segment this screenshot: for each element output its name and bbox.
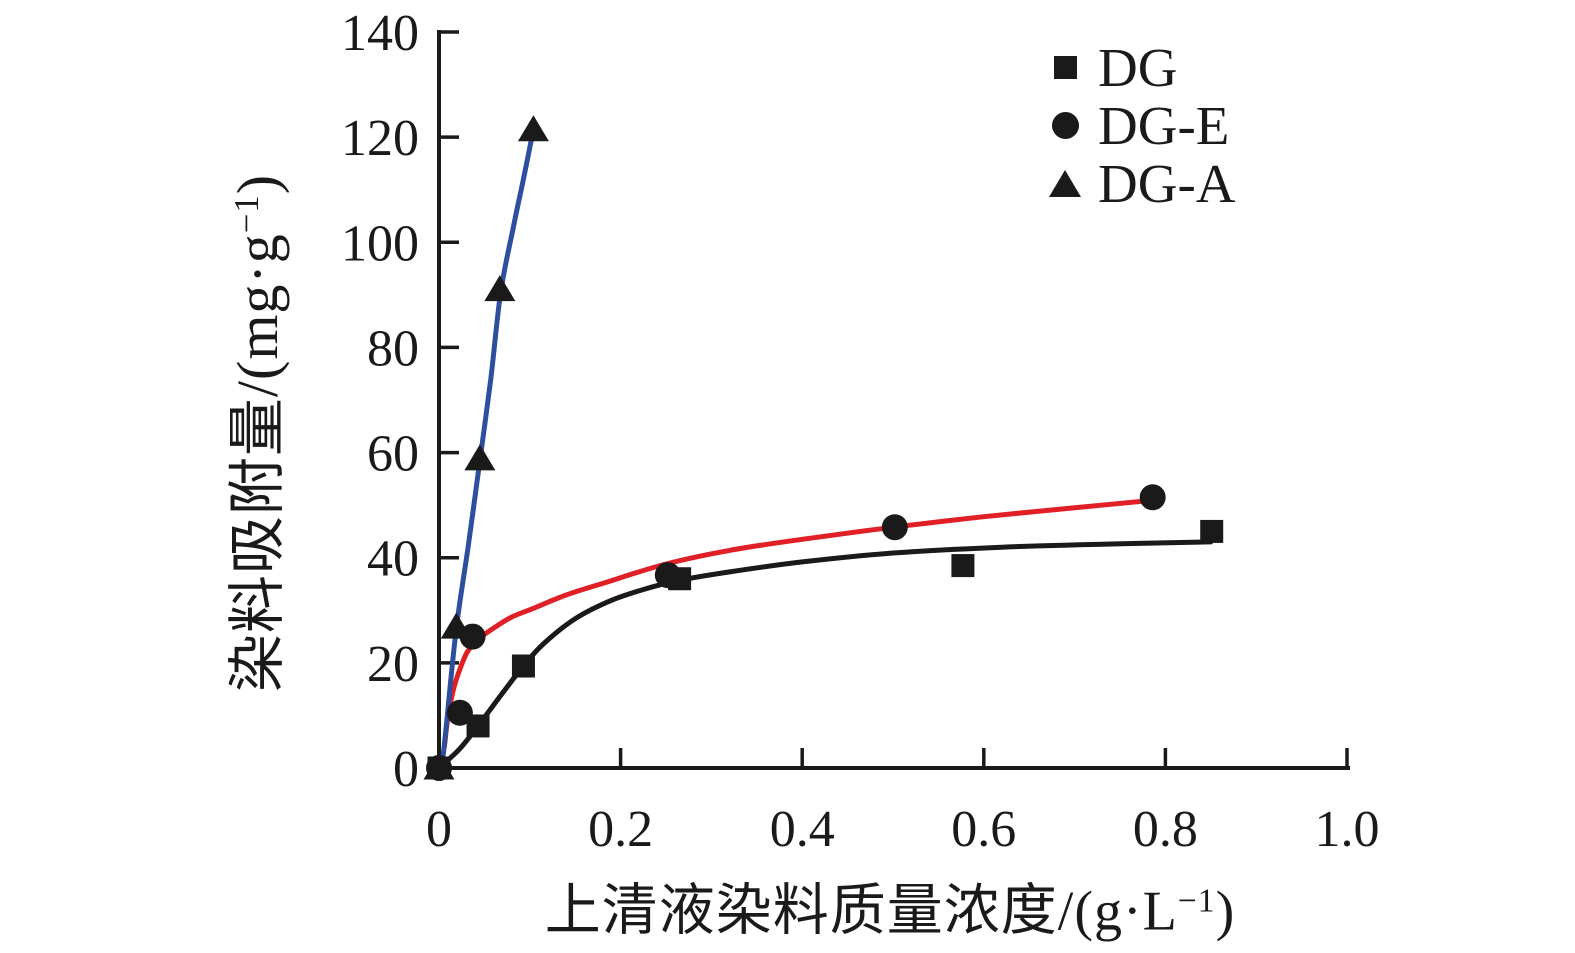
dg-e-data-point [654,562,681,589]
y-tick-label: 80 [367,320,419,377]
dg-e-data-point [446,699,473,726]
dg-fit-curve [436,539,1214,771]
legend-marker-cell [1040,111,1090,139]
x-axis-title: 上清液染料质量浓度/(g·L−1) [545,866,1235,947]
legend-label-dg: DG [1098,36,1178,98]
legend-item-dg: DG [1040,36,1235,98]
y-axis-title: 染料吸附量/(mg·g−1) [210,174,294,692]
y-tick-label: 100 [341,215,419,272]
legend-marker-cell [1040,55,1090,79]
square-marker-icon [1053,55,1077,79]
x-tick-label: 0.4 [770,801,835,858]
x-tick-label: 0.2 [588,801,653,858]
legend-label-dg-e: DG-E [1098,94,1230,156]
x-tick-label: 0 [426,801,452,858]
dg-data-point [1200,519,1224,543]
y-tick-label: 20 [367,636,419,693]
x-tick-label: 0.6 [951,801,1016,858]
dg-a-fit-curve [438,126,536,781]
dg-data-point [951,554,975,578]
dg-a-data-point [423,753,455,780]
dg-a-data-point [484,275,516,302]
x-axis-title-text: 上清液染料质量浓度/(g·L [544,880,1178,943]
dg-a-data-point [464,444,496,471]
dg-data-point [511,654,535,678]
triangle-marker-icon [1049,169,1081,197]
y-axis-title-superscript: −1 [226,194,266,234]
x-tick-label: 0.8 [1133,801,1198,858]
dg-a-data-point [517,115,549,142]
x-axis-title-superscript: −1 [1177,882,1216,920]
x-axis-title-close-paren: ) [1215,880,1236,943]
y-tick-label: 0 [393,741,419,798]
y-tick-label: 60 [367,426,419,483]
legend: DG DG-E DG-A [1040,36,1236,214]
legend-item-dg-a: DG-A [1040,152,1236,214]
dg-a-data-point [440,612,472,639]
dg-e-data-point [1139,484,1166,511]
y-tick-label: 120 [341,110,419,167]
y-tick-label: 40 [367,531,419,588]
dg-e-fit-curve [441,497,1159,750]
legend-item-dg-e: DG-E [1040,94,1235,156]
legend-marker-cell [1040,169,1090,197]
circle-marker-icon [1051,111,1079,139]
dg-e-data-point [881,514,908,541]
dg-data-point [466,714,490,738]
y-tick-label: 140 [341,5,419,62]
y-axis-title-close-paren: ) [225,173,290,195]
y-axis-title-text: 染料吸附量/(mg·g [225,233,290,693]
legend-label-dg-a: DG-A [1098,152,1236,214]
x-tick-label: 1.0 [1315,801,1380,858]
